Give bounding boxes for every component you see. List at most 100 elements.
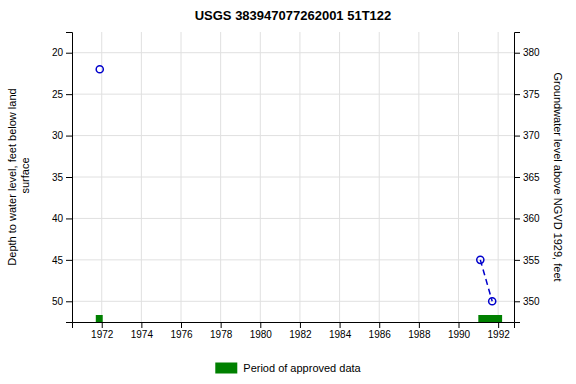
tick: 1978 [210,322,233,340]
tick: 50 [52,296,72,307]
axis-domain [515,33,521,323]
legend-label: Period of approved data [243,362,361,374]
tick-mark [141,322,142,328]
grid-line-y [72,259,514,260]
y2-axis: 350 355 360 365 370 375 380 [514,33,540,323]
grid-line-y [72,301,514,302]
grid [72,32,514,322]
tick-label: 360 [523,213,540,224]
tick-label: 40 [52,213,64,224]
tick-mark [102,322,103,328]
tick: 1974 [131,322,154,340]
legend-swatch [215,363,237,374]
grid-line-y [72,135,514,136]
tick: 365 [514,172,540,183]
y-axis-label-line: Depth to water level, feet below land [6,88,18,265]
tick-mark [300,322,301,328]
tick: 25 [52,89,72,100]
tick-label: 370 [523,130,540,141]
grid-line-y [72,94,514,95]
tick-mark [260,322,261,328]
tick-mark [66,301,72,302]
tick-label: 375 [523,89,540,100]
y-axis: 20 25 30 35 40 45 50 [52,33,73,323]
tick-mark [340,322,341,328]
tick-label: 35 [52,172,64,183]
tick-label: 1972 [91,329,114,340]
tick-mark [181,322,182,328]
axis-domain [66,33,73,323]
tick: 355 [514,255,540,266]
y2-axis-label: Groundwater level above NGVD 1929, feet [552,72,564,281]
grid-line-y [72,52,514,53]
tick-label: 45 [52,255,64,266]
chart: 1972 1974 1976 1978 1980 1982 1984 1986 1988 1990… [0,0,576,384]
tick-mark [514,177,520,178]
tick-label: 380 [523,47,540,58]
tick-label: 25 [52,89,64,100]
tick-mark [514,136,520,137]
tick: 40 [52,213,72,224]
tick-label: 1992 [488,329,511,340]
tick-mark [514,94,520,95]
tick: 350 [514,296,540,307]
tick: 1990 [448,322,471,340]
tick-label: 1978 [210,329,233,340]
grid-line-y [72,177,514,178]
tick-mark [514,53,520,54]
series-line [480,260,492,301]
tick-label: 365 [523,172,540,183]
tick-label: 1988 [408,329,431,340]
axis-domain [73,323,515,329]
tick-mark [66,260,72,261]
tick: 20 [52,47,72,58]
tick-mark [498,322,499,328]
tick: 35 [52,172,72,183]
series-point [96,66,103,73]
tick-label: 50 [52,296,64,307]
tick: 380 [514,47,540,58]
tick-label: 1974 [131,329,154,340]
tick-label: 20 [52,47,64,58]
tick-label: 1982 [289,329,312,340]
tick-label: 30 [52,130,64,141]
title: USGS 383947077262001 51T122 [195,8,392,23]
period-bar [478,315,502,322]
tick: 1972 [91,322,114,340]
tick-mark [514,301,520,302]
y-axis-label-line: surface [19,157,31,196]
tick: 370 [514,130,540,141]
x-axis: 1972 1974 1976 1978 1980 1982 1984 1986 1988 1990… [73,322,515,340]
tick-mark [66,177,72,178]
tick: 1982 [289,322,312,340]
tick: 1986 [369,322,392,340]
tick-label: 1990 [448,329,471,340]
series-point [489,298,496,305]
tick: 375 [514,89,540,100]
tick-mark [66,53,72,54]
series-point [477,256,484,263]
tick-label: 355 [523,255,540,266]
tick-mark [221,322,222,328]
y-axis-label: Depth to water level, feet below land su… [6,88,31,265]
tick-mark [459,322,460,328]
tick-mark [66,218,72,219]
tick-label: 1976 [170,329,193,340]
tick: 1992 [488,322,511,340]
tick: 360 [514,213,540,224]
plot-area [96,66,502,322]
tick-label: 1984 [329,329,352,340]
tick-mark [514,218,520,219]
tick-label: 350 [523,296,540,307]
period-bar [96,315,103,322]
tick: 1980 [250,322,273,340]
tick-label: 1980 [250,329,273,340]
tick: 30 [52,130,72,141]
tick-mark [379,322,380,328]
tick: 1984 [329,322,352,340]
tick: 45 [52,255,72,266]
tick-label: 1986 [369,329,392,340]
tick-mark [66,136,72,137]
tick-mark [66,94,72,95]
tick: 1976 [170,322,193,340]
